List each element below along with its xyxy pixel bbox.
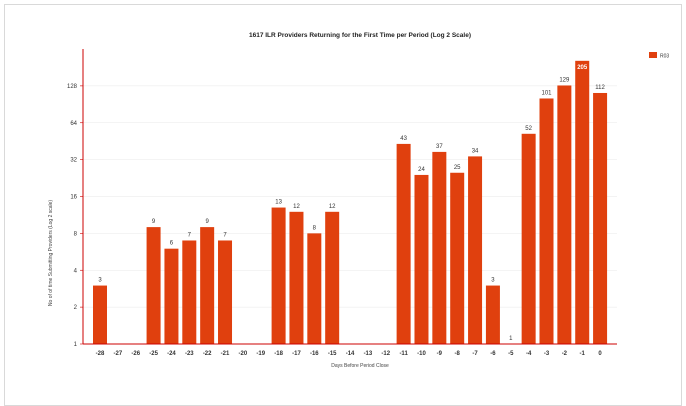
data-label: 129 bbox=[559, 77, 570, 83]
data-label: 24 bbox=[418, 167, 425, 173]
x-tick-label: -27 bbox=[114, 351, 123, 357]
data-label: 43 bbox=[400, 136, 407, 142]
x-tick-label: -1 bbox=[580, 351, 586, 357]
y-tick-label: 8 bbox=[74, 231, 78, 237]
data-label: 3 bbox=[98, 278, 102, 284]
data-label: 101 bbox=[541, 90, 552, 96]
y-tick-label: 4 bbox=[74, 268, 78, 274]
bar[interactable] bbox=[575, 60, 590, 344]
data-label: 37 bbox=[436, 144, 443, 150]
x-tick-label: -3 bbox=[544, 351, 550, 357]
legend-label: R03 bbox=[660, 54, 669, 60]
x-tick-label: -19 bbox=[256, 351, 265, 357]
x-tick-label: -22 bbox=[203, 351, 212, 357]
data-label: 34 bbox=[472, 148, 479, 154]
data-label: 9 bbox=[152, 219, 156, 225]
x-axis-ticks: -28 -27 -26 -25 -24 -23 -22 -21 -20 -19 -18 -17 -16-… bbox=[96, 351, 603, 357]
bar[interactable] bbox=[593, 92, 608, 344]
bar[interactable] bbox=[218, 240, 233, 344]
bar[interactable] bbox=[485, 285, 500, 344]
x-tick-label: -20 bbox=[239, 351, 248, 357]
bar[interactable] bbox=[468, 156, 483, 344]
chart-title: 1617 ILR Providers Returning for the Fir… bbox=[249, 32, 471, 39]
x-tick-label: -15 bbox=[328, 351, 337, 357]
bar[interactable] bbox=[182, 240, 197, 344]
x-tick-label: -17 bbox=[292, 351, 301, 357]
bar[interactable] bbox=[557, 85, 572, 344]
x-tick-label: -18 bbox=[274, 351, 283, 357]
x-tick-label: -5 bbox=[508, 351, 514, 357]
data-label: 13 bbox=[275, 200, 282, 206]
bar[interactable] bbox=[432, 151, 447, 344]
data-label: 3 bbox=[491, 278, 495, 284]
x-tick-label: -6 bbox=[490, 351, 496, 357]
data-label: 1 bbox=[509, 336, 513, 342]
data-label: 112 bbox=[595, 85, 605, 91]
y-axis-ticks: 1 2 4 8 16 32 64 128 bbox=[67, 84, 83, 348]
data-labels: 3 9 6 7 9 7 13 12 8 12 43 24 37 25 34 3 1 52 101 129 205 112 bbox=[98, 65, 605, 342]
x-axis-title: Days Before Period Close bbox=[331, 363, 389, 369]
data-label: 7 bbox=[223, 232, 227, 238]
bar[interactable] bbox=[450, 172, 465, 344]
legend[interactable]: R03 bbox=[649, 52, 669, 60]
bar[interactable] bbox=[200, 227, 215, 344]
y-tick-label: 64 bbox=[70, 121, 77, 127]
x-tick-label: -8 bbox=[455, 351, 461, 357]
x-tick-label: -21 bbox=[221, 351, 230, 357]
x-tick-label: -28 bbox=[96, 351, 105, 357]
data-label: 8 bbox=[313, 225, 317, 231]
chart-frame: 1617 ILR Providers Returning for the Fir… bbox=[4, 4, 682, 406]
data-label: 12 bbox=[329, 204, 336, 210]
data-label: 25 bbox=[454, 165, 461, 171]
x-tick-label: -4 bbox=[526, 351, 532, 357]
bar[interactable] bbox=[307, 233, 322, 344]
x-tick-label: -26 bbox=[131, 351, 140, 357]
x-tick-label: -25 bbox=[149, 351, 158, 357]
y-tick-label: 2 bbox=[74, 305, 78, 311]
bar[interactable] bbox=[521, 133, 536, 344]
x-tick-label: -16 bbox=[310, 351, 319, 357]
bars bbox=[93, 60, 608, 344]
data-label: 9 bbox=[205, 219, 209, 225]
y-axis-title: No of of time Submitting Providers (Log … bbox=[48, 200, 54, 306]
legend-swatch bbox=[649, 52, 657, 58]
x-tick-label: -10 bbox=[417, 351, 426, 357]
data-label: 52 bbox=[525, 126, 532, 132]
gridlines bbox=[83, 85, 617, 345]
data-label: 12 bbox=[293, 204, 300, 210]
x-tick-label: 0 bbox=[598, 351, 602, 357]
x-tick-label: -14 bbox=[346, 351, 355, 357]
bar[interactable] bbox=[396, 143, 411, 344]
data-label: 205 bbox=[577, 65, 588, 71]
bar[interactable] bbox=[325, 211, 340, 344]
y-tick-label: 1 bbox=[74, 342, 78, 348]
bar[interactable] bbox=[539, 98, 554, 344]
x-tick-label: -23 bbox=[185, 351, 194, 357]
x-tick-label: -9 bbox=[437, 351, 443, 357]
x-tick-label: -24 bbox=[167, 351, 176, 357]
bar-chart: 1617 ILR Providers Returning for the Fir… bbox=[48, 32, 669, 369]
x-tick-label: -2 bbox=[562, 351, 568, 357]
y-tick-label: 128 bbox=[67, 84, 78, 90]
data-label: 7 bbox=[188, 232, 192, 238]
data-label: 6 bbox=[170, 241, 174, 247]
bar[interactable] bbox=[93, 285, 107, 344]
bar[interactable] bbox=[146, 227, 161, 344]
bar[interactable] bbox=[271, 207, 286, 344]
y-tick-label: 16 bbox=[70, 195, 77, 201]
y-tick-label: 32 bbox=[70, 158, 77, 164]
bar[interactable] bbox=[164, 248, 179, 344]
x-tick-label: -13 bbox=[364, 351, 373, 357]
x-tick-label: -7 bbox=[472, 351, 478, 357]
bar[interactable] bbox=[289, 211, 304, 344]
x-tick-label: -11 bbox=[399, 351, 408, 357]
bar[interactable] bbox=[414, 174, 429, 344]
x-tick-label: -12 bbox=[381, 351, 390, 357]
